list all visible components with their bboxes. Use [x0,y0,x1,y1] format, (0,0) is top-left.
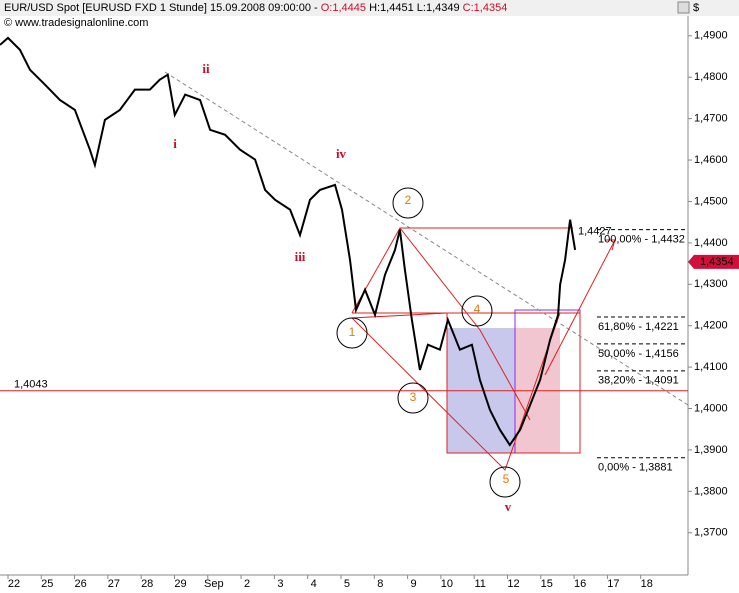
y-tick-label: 1,4900 [694,30,728,42]
wave-label: 3 [410,390,417,404]
y-tick-label: 1,3700 [694,527,728,539]
y-tick-label: 1,4800 [694,71,728,83]
y-tick-label: 1,3900 [694,444,728,456]
wave-label: 5 [503,472,510,486]
wave-circle [461,295,493,327]
x-tick-label: 29 [174,578,186,590]
roman-wave-label: iii [295,249,306,264]
close: C:1,4354 [463,2,508,14]
currency: $ [693,2,699,14]
target-arrow [544,239,616,376]
x-tick-label: 28 [141,578,153,590]
wave-circle [397,382,429,414]
fib-label: 50,00% - 1,4156 [598,348,679,360]
zone-red [446,312,581,454]
chart-title: EUR/USD Spot [EURUSD FXD 1 Stunde] 15.09… [4,2,507,14]
header-bar [0,0,739,16]
wave-circle [489,466,521,498]
x-tick-label: 17 [607,578,619,590]
fib-label: 61,80% - 1,4221 [598,321,679,333]
last-price-marker [688,254,739,269]
x-tick-label: 11 [474,578,485,590]
x-tick-label: 18 [641,578,653,590]
low: L:1,4349 [417,2,460,14]
fib-label: 0,00% - 1,3881 [598,462,673,474]
roman-wave-label: ii [202,61,210,76]
x-tick-label: 5 [344,578,350,590]
x-tick-label: 15 [541,578,553,590]
roman-wave-label: i [173,136,177,151]
x-tick-label: 8 [377,578,383,590]
fib-label: 100,00% - 1,4432 [598,234,685,246]
wave-label: 1 [349,325,356,339]
scroll-button[interactable] [677,1,690,14]
x-tick-label: 10 [441,578,453,590]
open: O:1,4445 [321,2,366,14]
arrow-head [605,239,616,251]
price-line [0,36,577,447]
y-tick-label: 1,3800 [694,485,728,497]
y-tick-label: 1,4400 [694,237,728,249]
wave-label: 2 [405,193,412,207]
x-tick-label: 22 [8,578,20,590]
y-tick-label: 1,4000 [694,402,728,414]
channel [399,227,531,421]
y-tick-label: 1,4500 [694,195,728,207]
x-tick-label: 27 [108,578,120,590]
title: EUR/USD Spot [EURUSD FXD 1 Stunde] 15.09… [4,2,318,14]
high: H:1,4451 [369,2,414,14]
y-tick-label: 1,4200 [694,320,728,332]
last-price-label: 1,4354 [700,256,734,268]
trendline [164,71,689,406]
wave-label: 4 [474,302,481,316]
fib-label: 38,20% - 1,4091 [598,375,679,387]
roman-wave-label: iv [336,146,347,161]
source: © www.tradesignalonline.com [4,17,148,29]
x-tick-label: Sep [204,578,224,590]
x-tick-label: 4 [311,578,317,590]
y-tick-label: 1,4700 [694,113,728,125]
level-label: 1,4043 [14,379,48,391]
x-tick-label: 26 [74,578,86,590]
x-tick-label: 3 [277,578,283,590]
x-tick-label: 12 [507,578,519,590]
wave-circle [336,317,368,349]
peak-label: 1,4427 [578,226,612,238]
y-tick-label: 1,4100 [694,361,728,373]
roman-wave-label: v [505,499,512,514]
x-tick-label: 16 [574,578,586,590]
x-tick-label: 2 [244,578,250,590]
y-tick-label: 1,4300 [694,278,728,290]
wave-circle [392,187,424,219]
x-tick-label: 25 [41,578,53,590]
y-tick-label: 1,4600 [694,154,728,166]
x-tick-label: 9 [411,578,417,590]
